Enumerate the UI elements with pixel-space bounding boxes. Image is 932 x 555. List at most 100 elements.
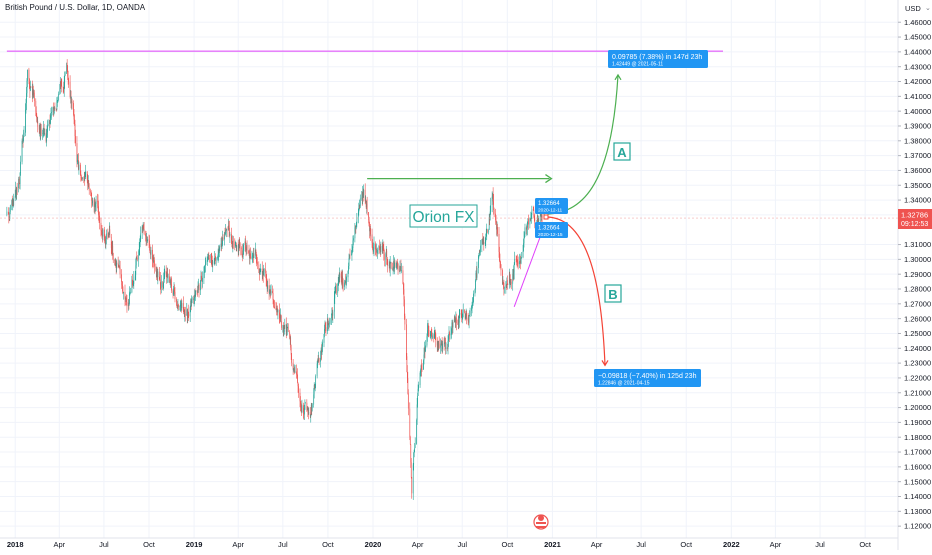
candle-body	[417, 388, 419, 396]
candle-body	[198, 284, 200, 291]
candle-body	[306, 406, 308, 411]
economic-event-icon[interactable]	[533, 514, 549, 530]
candle-body	[49, 120, 50, 124]
candle-body	[117, 262, 119, 265]
candle-body	[373, 243, 375, 250]
price-axis[interactable]: 1.46000 1.45000 1.44000 1.43000 1.42000 1.410…	[898, 18, 931, 531]
candle-body	[180, 302, 182, 305]
candle-body	[489, 218, 491, 221]
currency-chevron-icon[interactable]: ⌄	[925, 5, 931, 12]
candle-body	[39, 129, 41, 135]
candle-body	[468, 320, 469, 323]
candle-body	[217, 253, 219, 257]
candle-body	[533, 216, 535, 218]
candle-body	[263, 269, 265, 272]
candle-body	[95, 203, 96, 208]
candle-body	[54, 107, 56, 110]
candle-body	[321, 349, 322, 354]
candle-body	[427, 325, 429, 331]
target-down-line1: −0.09818 (−7.40%) in 125d 23h	[598, 373, 697, 380]
candle-body	[330, 318, 332, 323]
candle-body	[359, 205, 361, 207]
candle-body	[171, 284, 172, 291]
candle-body	[100, 222, 102, 231]
candle-body	[438, 343, 440, 348]
candle-body	[191, 299, 193, 303]
candle-body	[402, 270, 404, 284]
candle-body	[435, 333, 437, 341]
time-axis[interactable]: 2018 Apr Jul Oct 2019 Apr Jul Oct 2020 Apr Jul Oct 2…	[7, 540, 872, 549]
candle-body	[121, 281, 123, 285]
price-tick-label: 1.37000	[904, 151, 931, 160]
candle-body	[279, 318, 281, 320]
price-tick-label: 1.46000	[904, 18, 931, 27]
candle-body	[35, 100, 37, 112]
candle-body	[368, 212, 369, 220]
candle-body	[174, 291, 176, 300]
candle-body	[128, 302, 129, 307]
candle-body	[300, 401, 301, 405]
candle-body	[18, 178, 19, 189]
price-tick-label: 1.30000	[904, 255, 931, 264]
candle-body	[311, 404, 313, 409]
candle-body	[19, 172, 21, 184]
candle-body	[19, 183, 20, 185]
candle-body	[475, 272, 477, 281]
candle-body	[73, 103, 74, 115]
candle-body	[356, 223, 357, 227]
candle-body	[166, 273, 168, 277]
label-a-box	[613, 142, 631, 161]
candle-body	[342, 282, 344, 287]
candle-body	[297, 382, 299, 387]
candle-body	[493, 201, 494, 210]
candle-body	[497, 227, 498, 234]
candle-body	[50, 116, 51, 124]
candle-body	[277, 308, 278, 313]
candle-body	[293, 368, 295, 370]
candle-body	[366, 203, 368, 213]
candle-body	[406, 356, 408, 372]
candle-body	[232, 241, 234, 243]
candle-body	[122, 284, 123, 292]
candle-body	[482, 239, 484, 243]
candle-body	[224, 232, 225, 240]
candle-body	[280, 314, 282, 322]
candle-body	[471, 305, 473, 307]
candle-body	[441, 342, 442, 346]
candle-body	[46, 132, 48, 135]
candle-body	[396, 267, 397, 268]
candle-body	[7, 211, 9, 213]
candle-body	[382, 245, 384, 248]
candle-body	[94, 202, 96, 208]
projection-b-anchor	[543, 214, 549, 220]
candle-body	[318, 358, 319, 362]
time-tick-label: Apr	[770, 540, 782, 549]
candle-body	[8, 212, 10, 218]
price-tick-label: 1.34000	[904, 196, 931, 205]
candle-body	[464, 309, 466, 314]
candle-body	[445, 343, 446, 350]
candle-body	[404, 315, 406, 325]
candle-body	[184, 314, 186, 316]
candle-body	[87, 180, 89, 186]
candle-body	[341, 276, 343, 284]
candle-body	[204, 266, 206, 272]
candle-body	[70, 96, 71, 98]
candle-body	[249, 254, 250, 259]
candle-body	[306, 402, 308, 411]
candle-body	[69, 81, 71, 97]
candle-body	[193, 298, 194, 301]
candle-body	[290, 347, 292, 355]
candle-body	[18, 178, 20, 184]
candle-body	[327, 318, 329, 324]
candle-body	[395, 262, 397, 268]
candle-body	[261, 268, 263, 275]
candle-body	[437, 341, 439, 348]
price-tick-label: 1.17000	[904, 448, 931, 457]
candle-body	[369, 226, 370, 232]
candle-body	[210, 255, 212, 259]
candle-body	[118, 266, 120, 268]
candle-body	[491, 196, 493, 206]
